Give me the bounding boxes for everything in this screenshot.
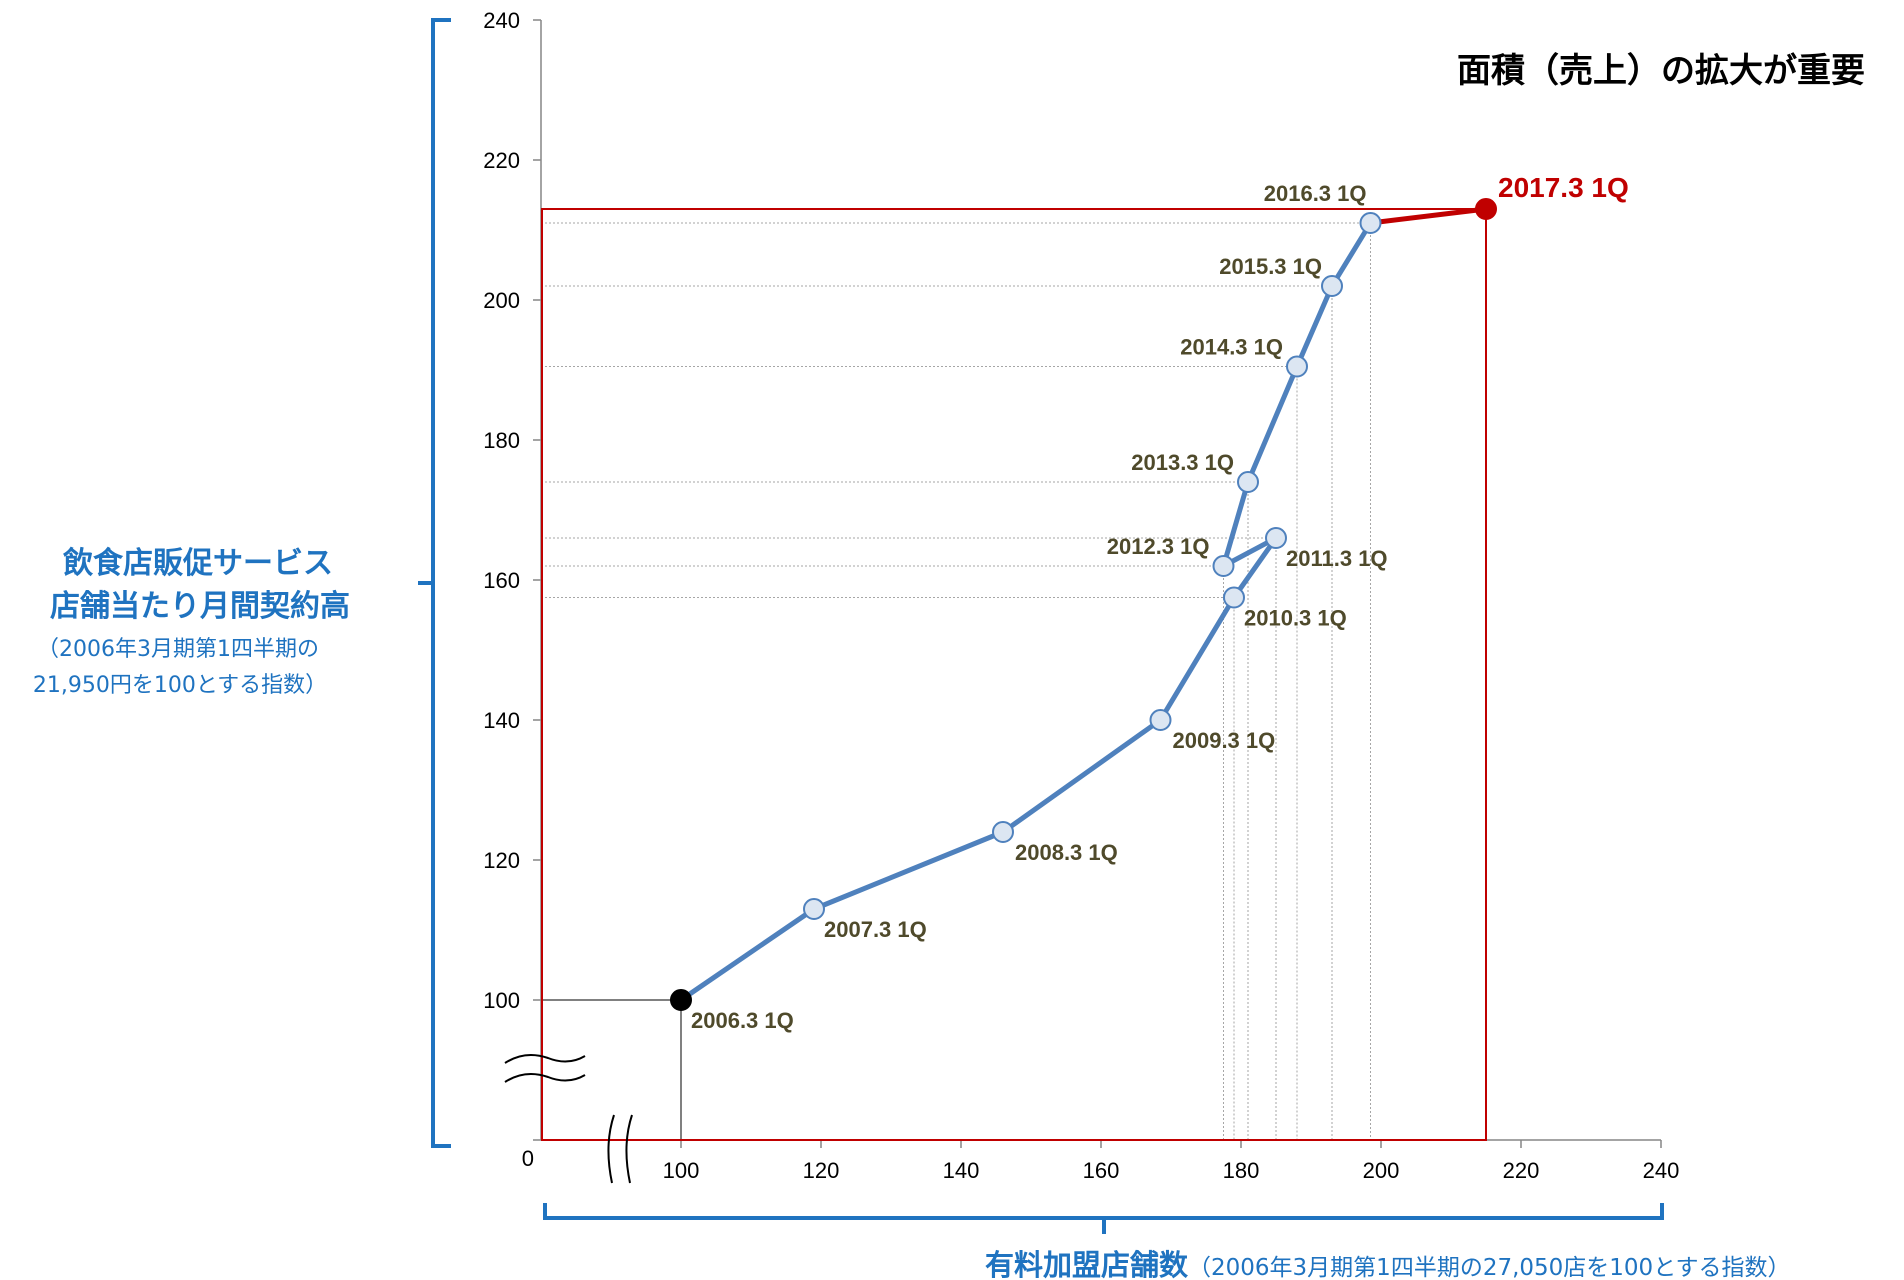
x-axis-label: 有料加盟店舗数（2006年3月期第1四半期の27,050店を100とする指数） [985, 1248, 1791, 1280]
data-point-marker [1223, 586, 1245, 609]
guide-lines [541, 208, 1487, 1141]
chart-title: 面積（売上）の拡大が重要 [1457, 51, 1865, 91]
y-axis-bracket [418, 18, 451, 1148]
data-point-label: 2006.3 1Q [691, 1008, 794, 1033]
x-axis-bracket [543, 1203, 1664, 1234]
y-axis-note-line2: 21,950円を100とする指数） [33, 673, 327, 698]
x-tick-label: 160 [1083, 1158, 1120, 1183]
x-tick-label: 100 [663, 1158, 700, 1183]
data-point-marker [1212, 555, 1235, 577]
data-point-marker [803, 898, 825, 920]
y-tick-label: 240 [483, 8, 520, 33]
highlight-segment [1370, 206, 1487, 226]
y-tick-label: 220 [483, 148, 520, 173]
data-point-label: 2007.3 1Q [824, 917, 927, 942]
data-point-label: 2009.3 1Q [1173, 728, 1276, 753]
series [679, 206, 1487, 1003]
y-tick-label: 140 [483, 708, 520, 733]
x-tick-label: 200 [1363, 1158, 1400, 1183]
y-axis-note-line1: （2006年3月期第1四半期の [37, 637, 319, 662]
data-point-marker [1475, 198, 1497, 220]
y-axis-label-line1: 飲食店販促サービス [63, 546, 333, 581]
data-point-label: 2014.3 1Q [1180, 335, 1283, 360]
y-tick-label: 200 [483, 288, 520, 313]
data-point-marker [992, 821, 1014, 843]
data-point-marker [1265, 527, 1287, 549]
x-tick-label: 180 [1223, 1158, 1260, 1183]
y-tick-label: 100 [483, 988, 520, 1013]
x-ticks: 100 120 140 160 180 200 220 240 [663, 1140, 1680, 1183]
y-axis-note: （2006年3月期第1四半期の 21,950円を100とする指数） [33, 637, 327, 698]
data-point-marker [1149, 709, 1172, 731]
y-axis-label: 飲食店販促サービス 店舗当たり月間契約高 [50, 546, 350, 624]
data-point-label: 2015.3 1Q [1219, 254, 1322, 279]
y-tick-label: 120 [483, 848, 520, 873]
highlight-box [541, 208, 1487, 1141]
data-point-marker [1237, 471, 1259, 493]
x-tick-label: 140 [943, 1158, 980, 1183]
data-point-marker [670, 989, 692, 1011]
data-point-label: 2011.3 1Q [1286, 546, 1388, 571]
x-axis-label-main: 有料加盟店舗数 [985, 1248, 1189, 1280]
data-point-label: 2008.3 1Q [1015, 840, 1118, 865]
y-axis-label-line2: 店舗当たり月間契約高 [50, 589, 350, 624]
point-labels: 2006.3 1Q 2007.3 1Q 2008.3 1Q 2009.3 1Q 2010… [691, 172, 1629, 1033]
data-point-marker [1321, 275, 1343, 297]
data-point-label: 2016.3 1Q [1264, 181, 1367, 206]
x-axis-label-note: （2006年3月期第1四半期の27,050店を100とする指数） [1188, 1255, 1791, 1280]
x-axis-break-mark [607, 1114, 633, 1184]
data-point-label: 2017.3 1Q [1498, 172, 1629, 203]
x-tick-label: 120 [803, 1158, 840, 1183]
data-point-label: 2012.3 1Q [1107, 534, 1210, 559]
x-tick-label: 240 [1643, 1158, 1680, 1183]
y-tick-label: 180 [483, 428, 520, 453]
y-ticks: 0 100 120 140 160 180 200 220 240 [483, 8, 541, 1171]
data-point-marker [1359, 212, 1382, 234]
y-tick-label: 160 [483, 568, 520, 593]
data-point-label: 2010.3 1Q [1244, 606, 1347, 631]
data-point-label: 2013.3 1Q [1131, 450, 1234, 475]
markers [670, 198, 1497, 1011]
y-tick-label: 0 [522, 1146, 534, 1171]
y-axis-break-mark [504, 1053, 586, 1083]
data-point-marker [1286, 355, 1308, 378]
x-tick-label: 220 [1503, 1158, 1540, 1183]
